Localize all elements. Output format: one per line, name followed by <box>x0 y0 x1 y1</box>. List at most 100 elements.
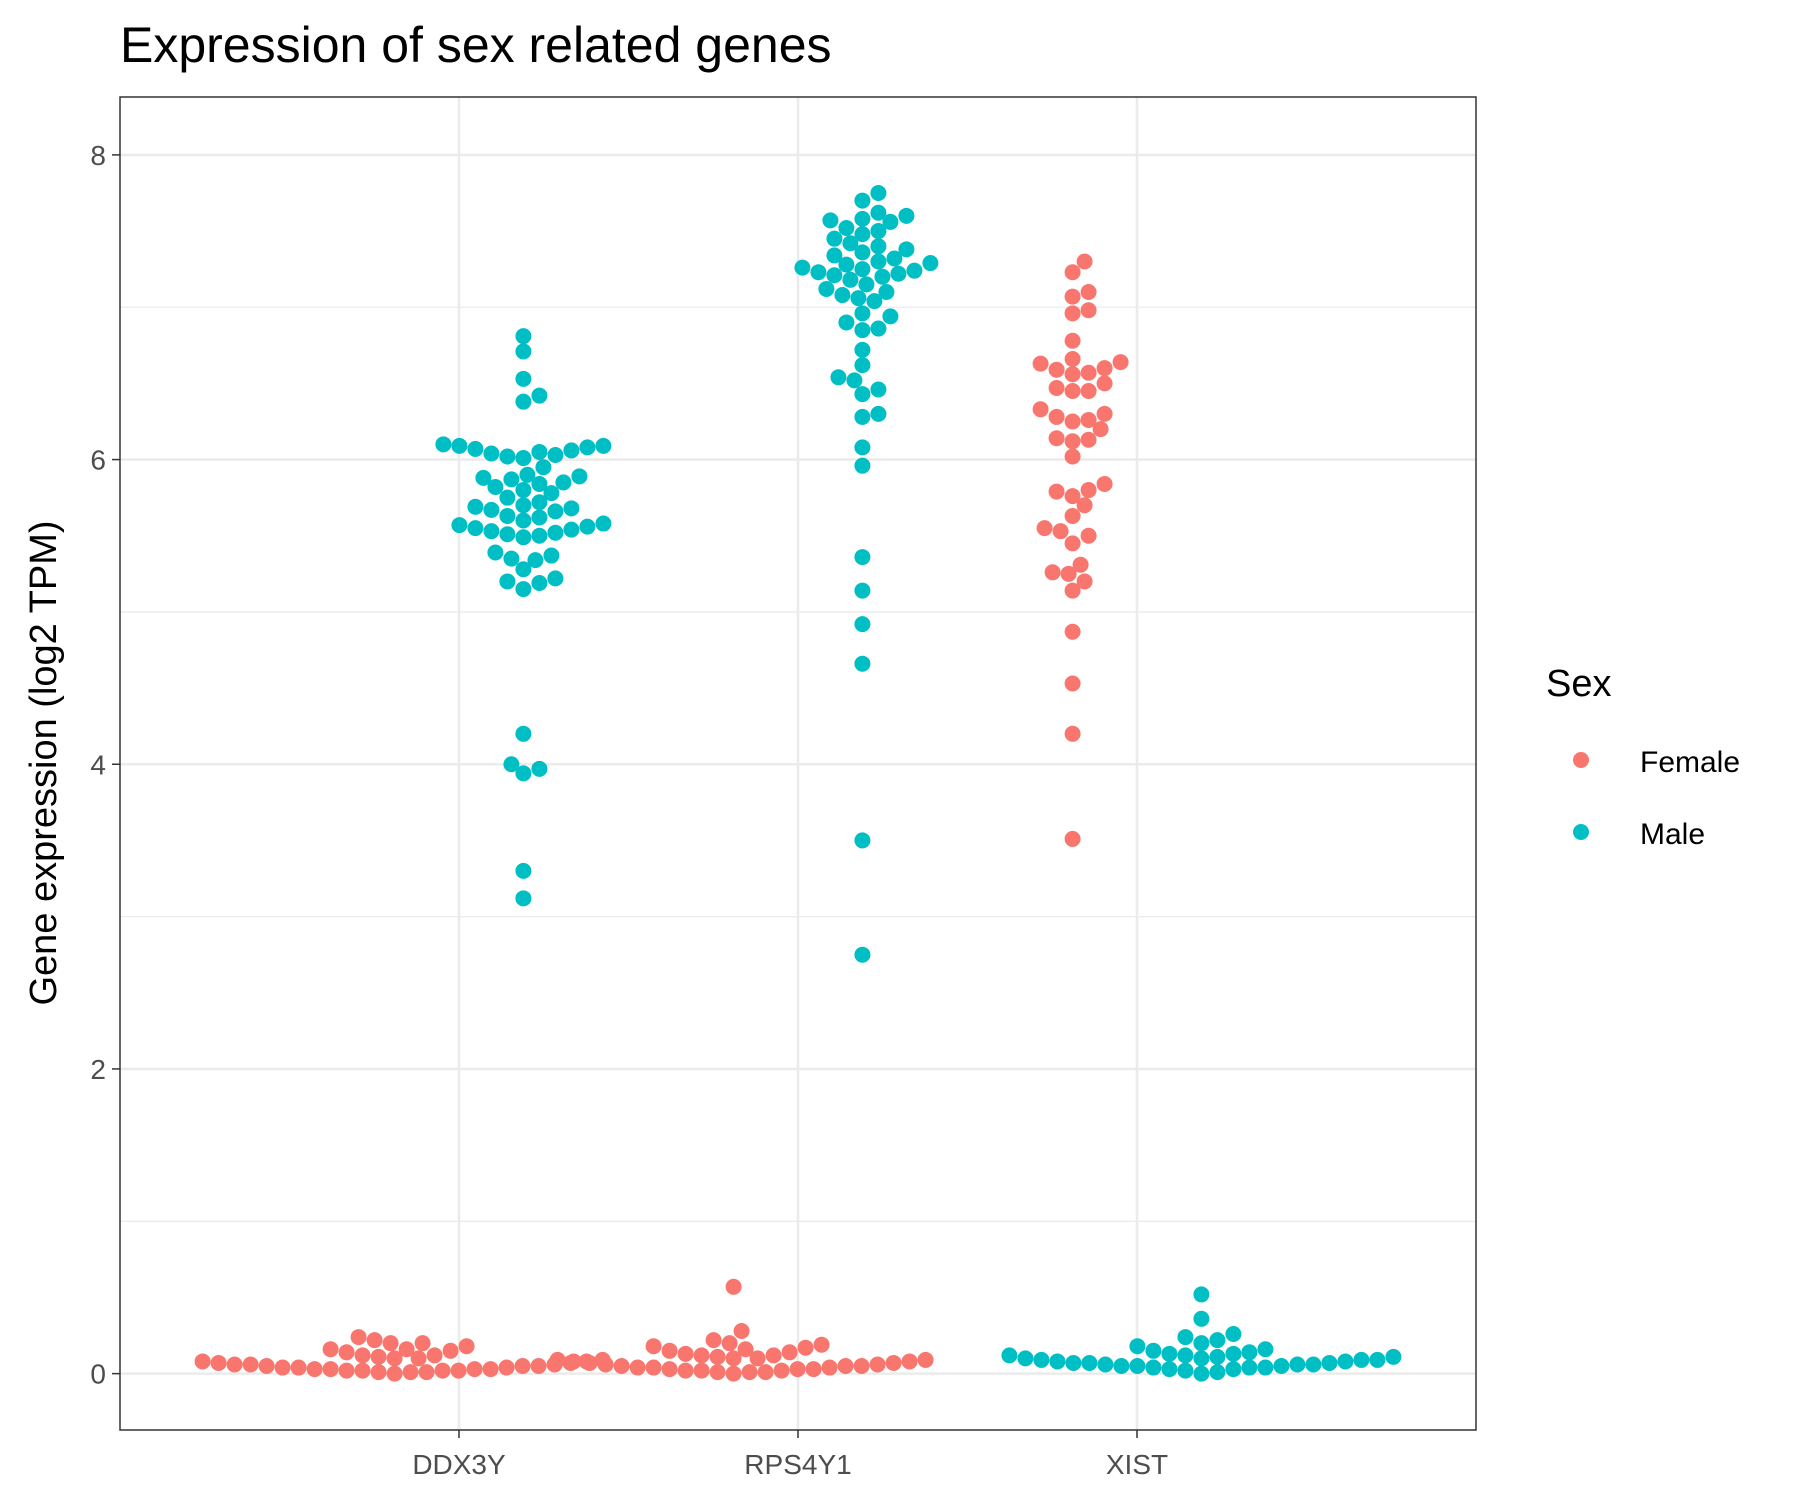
data-point-male <box>1289 1356 1306 1373</box>
data-point-male <box>515 512 532 529</box>
data-point-male <box>475 469 492 486</box>
data-point-male <box>1337 1353 1354 1370</box>
data-point-female <box>765 1347 782 1364</box>
data-point-female <box>370 1364 387 1381</box>
data-point-male <box>1001 1347 1018 1364</box>
data-point-female <box>322 1341 339 1358</box>
data-point-female <box>885 1354 902 1371</box>
data-point-female <box>1064 433 1081 450</box>
data-point-female <box>1064 623 1081 640</box>
data-point-female <box>1096 375 1113 392</box>
data-point-male <box>818 280 835 297</box>
data-point-male <box>870 238 887 255</box>
data-point-male <box>886 250 903 267</box>
data-point-male <box>1065 1354 1082 1371</box>
data-point-female <box>1072 556 1089 573</box>
data-point-male <box>547 447 564 464</box>
data-point-female <box>1080 527 1097 544</box>
data-point-male <box>854 457 871 474</box>
data-point-female <box>821 1359 838 1376</box>
data-point-male <box>515 561 532 578</box>
data-point-female <box>442 1342 459 1359</box>
data-point-female <box>1080 383 1097 400</box>
data-point-male <box>854 439 871 456</box>
data-point-female <box>354 1362 371 1379</box>
data-point-female <box>737 1341 754 1358</box>
data-point-male <box>563 521 580 538</box>
data-point-male <box>854 386 871 403</box>
data-point-male <box>499 573 516 590</box>
data-point-male <box>898 241 915 258</box>
data-point-female <box>1064 535 1081 552</box>
data-point-female <box>1076 573 1093 590</box>
data-point-male <box>483 501 500 518</box>
data-point-male <box>854 305 871 322</box>
data-point-female <box>386 1365 403 1382</box>
data-point-male <box>850 290 867 307</box>
data-point-female <box>789 1361 806 1378</box>
data-point-female <box>661 1342 678 1359</box>
data-point-female <box>1096 475 1113 492</box>
y-tick-label: 8 <box>90 140 106 171</box>
data-point-female <box>514 1358 531 1375</box>
data-point-female <box>450 1362 467 1379</box>
data-point-male <box>1241 1344 1258 1361</box>
data-point-female <box>1064 366 1081 383</box>
data-point-male <box>515 393 532 410</box>
data-point-male <box>579 439 596 456</box>
data-point-female <box>797 1339 814 1356</box>
data-point-male <box>547 503 564 520</box>
data-point-female <box>1048 361 1065 378</box>
data-point-male <box>1209 1364 1226 1381</box>
data-point-male <box>826 247 843 264</box>
data-point-male <box>838 256 855 273</box>
data-point-male <box>467 440 484 457</box>
data-point-female <box>709 1348 726 1365</box>
data-point-male <box>854 192 871 209</box>
data-point-male <box>515 328 532 345</box>
data-point-male <box>1241 1359 1258 1376</box>
data-point-male <box>1385 1348 1402 1365</box>
data-point-female <box>721 1335 738 1352</box>
data-point-female <box>1064 725 1081 742</box>
data-point-male <box>846 372 863 389</box>
data-point-female <box>1064 830 1081 847</box>
data-point-female <box>917 1351 934 1368</box>
legend-key-male <box>1573 824 1589 840</box>
data-point-male <box>499 448 516 465</box>
y-axis-title: Gene expression (log2 TPM) <box>23 520 65 1005</box>
data-point-male <box>1193 1335 1210 1352</box>
data-point-male <box>854 322 871 339</box>
data-point-female <box>1064 351 1081 368</box>
data-point-female <box>1052 523 1069 540</box>
data-point-female <box>1064 264 1081 281</box>
data-point-female <box>869 1356 886 1373</box>
data-point-male <box>503 756 520 773</box>
data-point-female <box>725 1365 742 1382</box>
data-point-female <box>338 1344 355 1361</box>
data-point-female <box>705 1332 722 1349</box>
data-point-female <box>613 1358 630 1375</box>
y-tick-label: 6 <box>90 445 106 476</box>
data-point-male <box>1033 1351 1050 1368</box>
data-point-female <box>418 1364 435 1381</box>
data-point-male <box>595 515 612 532</box>
data-point-male <box>822 212 839 229</box>
data-point-male <box>515 450 532 467</box>
data-point-female <box>414 1335 431 1352</box>
data-point-female <box>1064 675 1081 692</box>
data-point-female <box>402 1364 419 1381</box>
data-point-female <box>1048 379 1065 396</box>
data-point-female <box>498 1359 515 1376</box>
plot-panel <box>119 96 1477 1431</box>
data-point-male <box>854 341 871 358</box>
data-point-male <box>922 255 939 272</box>
data-point-male <box>1129 1358 1146 1375</box>
data-point-female <box>645 1338 662 1355</box>
data-point-male <box>854 244 871 261</box>
data-point-female <box>1036 520 1053 537</box>
data-point-male <box>503 550 520 567</box>
data-point-male <box>1113 1358 1130 1375</box>
data-point-female <box>1080 302 1097 319</box>
data-point-male <box>579 518 596 535</box>
